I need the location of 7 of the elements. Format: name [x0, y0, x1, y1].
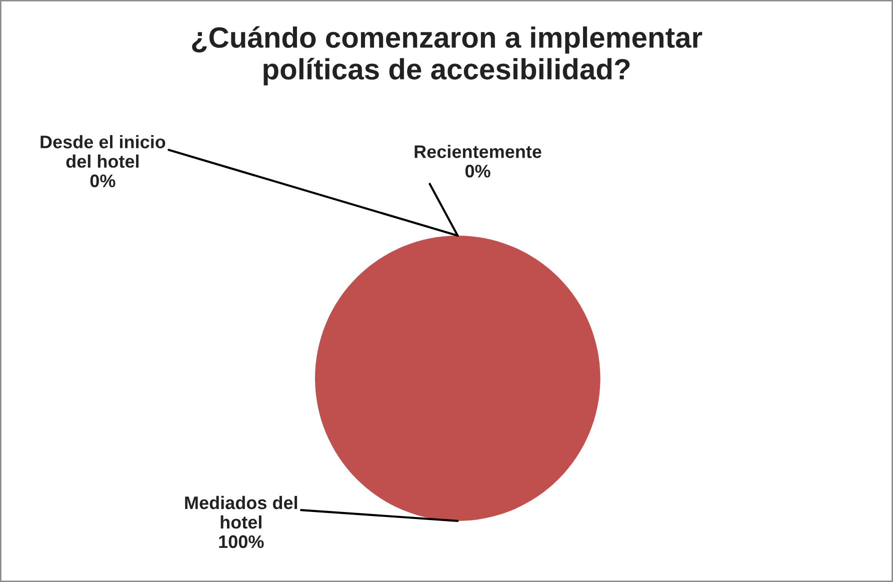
text: 0%	[90, 174, 116, 188]
data-label: 100%	[219, 535, 264, 548]
category-label: Desde el inicio del hotel	[40, 135, 166, 168]
text: 0%	[465, 164, 490, 178]
chart-title: ¿Cuándo comenzaron a implementar políticas de accesibilidad?	[192, 26, 702, 86]
category-label: Recientemente	[414, 144, 542, 158]
slice-label: Mediados del hotel	[185, 496, 298, 529]
